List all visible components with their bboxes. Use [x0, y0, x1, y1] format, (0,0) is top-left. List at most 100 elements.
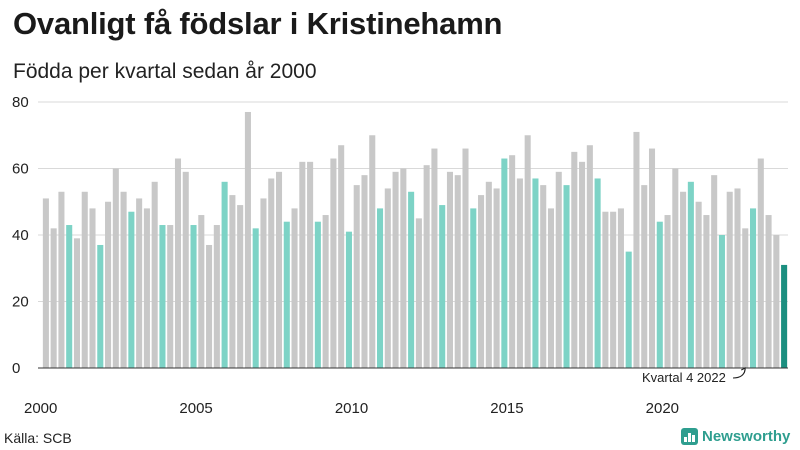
bar	[423, 165, 430, 368]
source-note: Källa: SCB	[4, 430, 72, 446]
chart-subtitle: Födda per kvartal sedan år 2000	[13, 60, 317, 83]
bar	[563, 185, 570, 368]
bar	[213, 225, 220, 368]
annotation-arrowhead	[741, 367, 746, 374]
bar	[112, 168, 119, 368]
bar	[237, 205, 244, 368]
bar	[369, 135, 376, 368]
bar	[540, 185, 547, 368]
bar	[58, 191, 65, 368]
bar	[120, 191, 127, 368]
bar	[221, 181, 228, 368]
bar	[268, 178, 275, 368]
brand-name: Newsworthy	[702, 428, 791, 445]
bar	[182, 171, 189, 368]
bar	[524, 135, 531, 368]
bar	[648, 148, 656, 368]
bar	[439, 205, 446, 368]
bar	[136, 198, 143, 368]
y-tick-label: 80	[12, 94, 29, 111]
bar	[711, 175, 718, 368]
bar	[50, 228, 57, 368]
bar	[726, 191, 733, 368]
bar	[353, 185, 360, 368]
x-tick-label: 2015	[490, 400, 523, 417]
bar	[633, 131, 640, 368]
bar-chart: 0 20 40 60 80 2000 2005 2010 2015 2020 Kvartal 4 …	[12, 94, 788, 417]
bar	[143, 208, 150, 368]
bar	[275, 171, 283, 368]
bar	[167, 225, 174, 368]
bar	[322, 215, 329, 368]
bar	[781, 264, 788, 368]
bar	[252, 228, 259, 368]
bar	[773, 235, 780, 368]
bar	[151, 181, 158, 368]
bar	[765, 215, 772, 368]
bar	[610, 211, 617, 368]
bar	[446, 171, 453, 368]
bar	[757, 158, 764, 368]
bar	[97, 244, 104, 368]
bar	[392, 171, 399, 368]
bar	[742, 228, 749, 368]
bar	[159, 225, 166, 368]
bar	[532, 178, 539, 368]
bar	[516, 178, 523, 368]
bar	[377, 208, 384, 368]
bar	[625, 251, 632, 368]
bar	[291, 208, 298, 368]
bar	[408, 191, 415, 368]
bar	[283, 221, 290, 368]
bar	[579, 161, 586, 368]
bar	[509, 155, 516, 368]
y-tick-label: 20	[12, 294, 29, 311]
bar	[81, 191, 88, 368]
bar	[198, 215, 205, 368]
bar	[361, 175, 368, 368]
bar	[571, 151, 578, 368]
bar	[299, 161, 306, 368]
bar	[734, 188, 741, 368]
bar	[687, 181, 694, 368]
bar	[594, 178, 601, 368]
bar	[89, 208, 96, 368]
bar	[470, 208, 477, 368]
bar-chart-icon	[681, 428, 698, 445]
bar	[338, 145, 345, 368]
bar	[415, 218, 422, 368]
annotation-label: Kvartal 4 2022	[642, 370, 726, 385]
chart-title: Ovanligt få födslar i Kristinehamn	[13, 6, 503, 41]
bar	[400, 168, 407, 368]
bar	[656, 221, 663, 368]
bar	[229, 195, 236, 368]
bar	[664, 215, 671, 368]
brand-logo: Newsworthy	[681, 428, 790, 445]
bar	[384, 188, 391, 368]
bar	[206, 244, 213, 368]
bar	[314, 221, 321, 368]
bar	[718, 235, 725, 368]
y-tick-label: 0	[12, 360, 20, 377]
y-tick-label: 60	[12, 161, 29, 178]
bar	[190, 225, 197, 368]
x-tick-label: 2020	[646, 400, 679, 417]
bar	[555, 171, 562, 368]
x-tick-label: 2000	[24, 400, 57, 417]
bar	[672, 168, 679, 368]
bar	[695, 201, 702, 368]
annotation-arrow	[732, 368, 746, 379]
bar	[462, 148, 469, 368]
bar	[602, 211, 609, 368]
bar	[66, 225, 73, 368]
bar	[478, 195, 485, 368]
bar	[485, 181, 492, 368]
y-tick-label: 40	[12, 227, 29, 244]
bar	[128, 211, 135, 368]
bar	[330, 158, 337, 368]
bar	[617, 208, 624, 368]
bar	[307, 161, 314, 368]
bar	[105, 201, 112, 368]
bar	[750, 208, 757, 368]
bar	[345, 231, 352, 368]
